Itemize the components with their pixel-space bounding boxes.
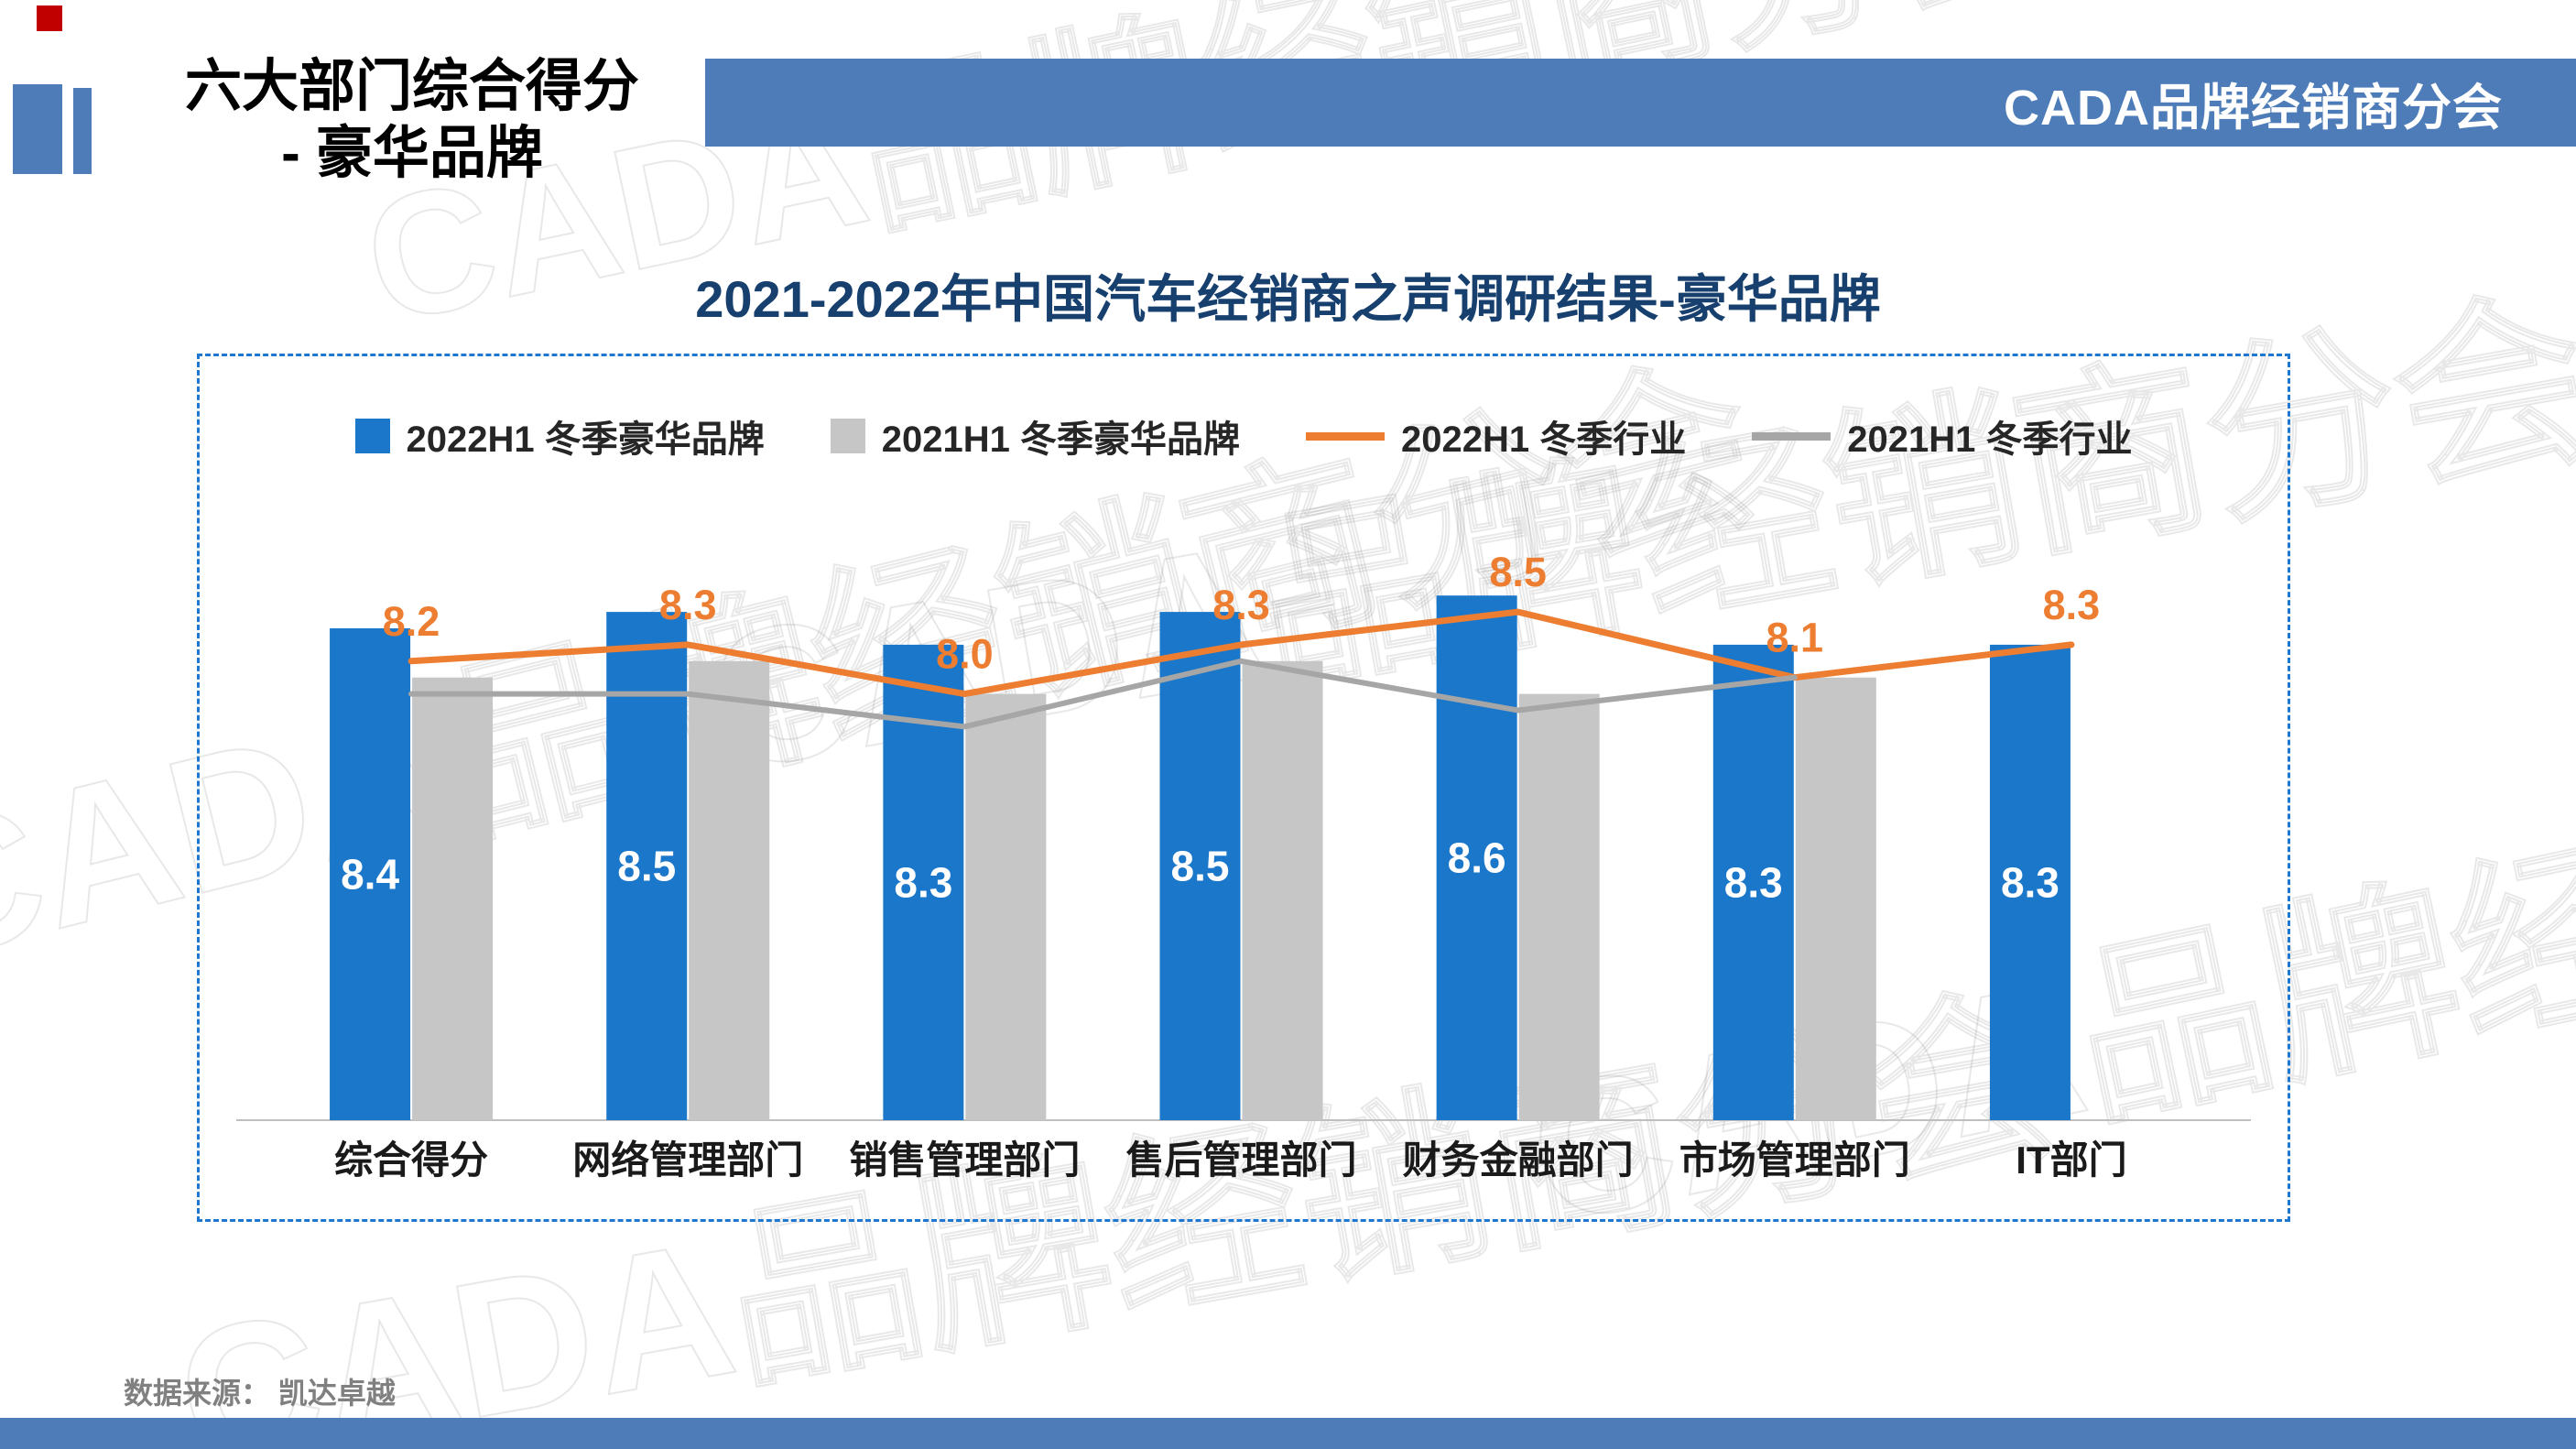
line-value-label: 8.1 — [1766, 615, 1824, 661]
line-value-label: 8.5 — [1489, 549, 1547, 595]
bar-value-label: 8.3 — [894, 858, 952, 906]
bar-value-label: 8.4 — [341, 851, 399, 899]
x-axis-label: 综合得分 — [334, 1138, 488, 1182]
page-title-line2: - 豪华品牌 — [281, 122, 543, 186]
bar-0-0 — [330, 628, 411, 1120]
legend-label: 2021H1 冬季行业 — [1847, 419, 2133, 460]
line-value-label: 8.2 — [383, 598, 440, 645]
legend-label: 2022H1 冬季行业 — [1401, 419, 1687, 460]
bar-1-4 — [1518, 693, 1600, 1120]
corner-accent-red — [37, 5, 62, 31]
legend-item-1: 2021H1 冬季豪华品牌 — [830, 409, 1240, 463]
legend-swatch-bar — [830, 419, 865, 453]
bar-value-label: 8.3 — [2001, 858, 2060, 906]
legend-swatch-line — [1752, 431, 1831, 441]
bar-0-5 — [1712, 644, 1794, 1120]
bar-1-3 — [1242, 660, 1323, 1120]
chart-legend: 2022H1 冬季豪华品牌 2021H1 冬季豪华品牌 2022H1 冬季行业 202… — [200, 409, 2288, 463]
bar-value-label: 8.6 — [1448, 834, 1506, 882]
page-title: 六大部门综合得分 - 豪华品牌 — [119, 53, 705, 187]
header-banner: CADA品牌经销商分会 — [705, 59, 2576, 147]
data-source-note: 数据来源： 凯达卓越 — [124, 1377, 396, 1410]
x-axis-label: IT部门 — [2016, 1138, 2126, 1182]
page-title-line1: 六大部门综合得分 — [184, 55, 639, 118]
bar-1-0 — [412, 677, 494, 1120]
bar-value-label: 8.3 — [1724, 858, 1783, 906]
bar-value-label: 8.5 — [1171, 843, 1230, 890]
bar-0-3 — [1159, 612, 1241, 1120]
line-value-label: 8.3 — [2043, 582, 2101, 628]
legend-swatch-line — [1306, 431, 1385, 441]
bar-0-6 — [1989, 644, 2071, 1120]
line-value-label: 8.0 — [936, 631, 994, 678]
x-axis-label: 财务金融部门 — [1403, 1138, 1634, 1182]
legend-label: 2021H1 冬季豪华品牌 — [881, 419, 1240, 460]
bar-0-4 — [1436, 595, 1517, 1120]
line-value-label: 8.3 — [1212, 582, 1270, 628]
x-axis-label: 售后管理部门 — [1125, 1138, 1356, 1182]
x-axis-label: 销售管理部门 — [849, 1138, 1080, 1182]
line-value-label: 8.3 — [659, 582, 717, 628]
chart-canvas: 8.4 8.5 8.3 8.5 8.6 8.3 8.3 8.2 8.3 8.0 8.3 8.5 8.1 8… — [236, 549, 2251, 1182]
bar-1-2 — [965, 693, 1047, 1120]
bar-value-label: 8.5 — [617, 843, 676, 890]
x-axis-label: 网络管理部门 — [572, 1138, 803, 1182]
title-accent-bar-narrow — [73, 88, 92, 174]
bottom-accent-bar — [0, 1418, 2576, 1449]
title-accent-bar-wide — [13, 84, 62, 174]
legend-label: 2022H1 冬季豪华品牌 — [406, 419, 765, 460]
bar-1-1 — [689, 660, 770, 1120]
chart-area: 8.4 8.5 8.3 8.5 8.6 8.3 8.3 8.2 8.3 8.0 8.3 8.5 8.1 8… — [197, 354, 2290, 1222]
line-series-1 — [408, 658, 1798, 730]
legend-item-2: 2022H1 冬季行业 — [1306, 409, 1686, 463]
legend-item-0: 2022H1 冬季豪华品牌 — [354, 409, 765, 463]
legend-item-3: 2021H1 冬季行业 — [1752, 409, 2132, 463]
bar-1-5 — [1795, 677, 1876, 1120]
legend-swatch-bar — [354, 419, 390, 453]
chart-title: 2021-2022年中国汽车经销商之声调研结果-豪华品牌 — [695, 270, 1881, 328]
banner-text: CADA品牌经销商分会 — [2004, 80, 2503, 136]
x-axis-label: 市场管理部门 — [1679, 1138, 1910, 1182]
